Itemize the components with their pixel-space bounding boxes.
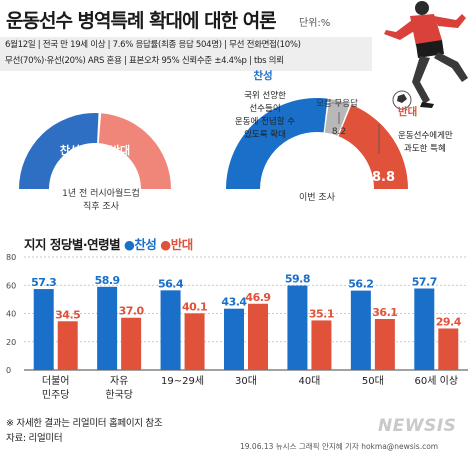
y-tick-label: 20 [6,338,16,347]
survey-info: 6월12일 | 전국 만 19세 이상 | 7.6% 응답률(최종 응답 504… [0,37,372,71]
no-desc-2: 과도한 특혜 [404,144,446,154]
donut-previous: 찬성 47.6 반대 43.9 1년 전 러시아월드컵 직후 조사 [19,113,171,212]
donut-previous-yes-slice [19,113,99,189]
bar-yes-value-label: 57.3 [31,276,56,289]
bar-yes [33,289,54,370]
bar-no [248,303,268,370]
bar-no [57,321,78,370]
y-tick-label: 40 [6,310,16,319]
category-label: 민주당 [42,389,70,401]
bar-no-value-label: 46.9 [245,291,270,304]
category-label: 50대 [362,375,384,387]
bar-chart-title-text: 지지 정당별·연령별 [24,237,121,252]
page-title: 운동선수 병역특례 확대에 대한 여론 [6,10,277,32]
donut-previous-caption-1: 1년 전 러시아월드컵 [62,187,140,199]
bar-no-value-label: 34.5 [55,308,80,321]
donut-current-no-slice [338,104,408,189]
yes-desc-4: 있도록 확대 [244,129,286,140]
donut-current-dontknow-value: 8.2 [332,127,346,137]
bar-yes-value-label: 58.9 [95,274,120,287]
y-tick-label: 80 [6,253,16,262]
unit-label: 단위:% [299,18,331,29]
bar-yes-value-label: 43.4 [221,296,247,309]
donut-current-caption: 이번 조사 [299,192,336,203]
donut-current-dontknow-slice [324,98,350,136]
legend-no-label: 반대 [170,237,194,252]
bar-no [311,320,332,370]
bar-yes [350,290,371,370]
donut-previous-yes-label: 찬성 [60,143,80,157]
survey-info-line1: 6월12일 | 전국 만 19세 이상 | 7.6% 응답률(최종 응답 504… [5,40,301,50]
bar-yes [287,285,308,370]
donut-current-dontknow-label: 모름·무응답 [316,98,358,109]
yes-desc-3: 운동에 전념할 수 [235,116,295,127]
bar-no [184,313,205,370]
bar-yes-value-label: 57.7 [412,275,437,288]
category-label: 19~29세 [161,375,204,387]
bar-chart-title: 지지 정당별·연령별 ●찬성 ●반대 [24,234,193,253]
bar-yes-value-label: 59.8 [285,273,310,286]
y-tick-label: 0 [6,366,11,375]
category-label: 더불어 [42,375,70,387]
credit-line: 19.06.13 뉴시스 그래픽 안지혜 기자 hokma@newsis.com [240,442,439,451]
bar-no-value-label: 29.4 [436,315,462,328]
donut-current-yes-value: 55.2 [275,157,307,172]
donut-current-no-label: 반대 [398,105,417,118]
category-label: 40대 [298,375,320,387]
category-label: 자유 [110,375,128,387]
donut-current: 55.2 38.8 이번 조사 찬성 국위 선양한 선수들이 운동에 전념할 수… [226,69,453,203]
donut-previous-caption-2: 직후 조사 [83,201,120,212]
bar-yes-value-label: 56.4 [158,277,184,290]
bar-no [374,319,395,370]
bar-yes [224,308,244,370]
legend-yes: ●찬성 [123,237,157,252]
no-desc-1: 운동선수에게만 [398,130,453,141]
category-label: 30대 [235,375,257,387]
donut-current-yes-slice [226,98,328,189]
source: 자료: 리얼미터 [6,433,63,444]
newsis-watermark: NEWSIS [378,416,457,436]
y-tick-label: 60 [6,281,16,290]
donut-previous-yes-value: 47.6 [55,160,86,175]
category-label: 한국당 [105,389,133,401]
bar-chart: 0 20 40 60 80 57.3 34.5 58.9 37.0 56.4 40.1 43.446… [6,253,468,401]
bar-yes [97,286,118,370]
donut-previous-no-label: 반대 [110,143,130,157]
donut-current-yes-label: 찬성 [253,69,272,82]
bar-yes [160,290,181,370]
legend-yes-label: 찬성 [134,237,157,252]
bar-no-value-label: 40.1 [182,300,207,313]
legend-no: ●반대 [160,237,194,252]
survey-info-line2: 무선(70%)·유선(20%) ARS 혼용 | 표본오차 95% 신뢰수준 ±… [5,56,284,66]
bar-no [121,317,142,370]
category-label: 60세 이상 [415,375,459,387]
yes-desc-1: 국위 선양한 [244,90,286,101]
bar-chart-bars: 57.3 34.5 58.9 37.0 56.4 40.1 43.446.9 59.8 35.1… [31,273,462,370]
bar-no [438,328,459,370]
footnote: ※ 자세한 결과는 리얼미터 홈페이지 참조 [6,418,163,429]
bar-yes [414,288,435,370]
donut-previous-no-value: 43.9 [105,160,136,175]
half-donut-charts: 찬성 47.6 반대 43.9 1년 전 러시아월드컵 직후 조사 55.2 3… [19,69,453,212]
soccer-player-illustration [384,1,468,110]
bar-no-value-label: 35.1 [309,307,334,320]
bar-no-value-label: 37.0 [119,305,145,318]
bar-yes-value-label: 56.2 [348,278,373,291]
yes-desc-2: 선수들이 [249,103,280,114]
donut-previous-no-slice [98,113,171,189]
bar-no-value-label: 36.1 [372,306,397,319]
donut-current-no-value: 38.8 [363,170,395,185]
